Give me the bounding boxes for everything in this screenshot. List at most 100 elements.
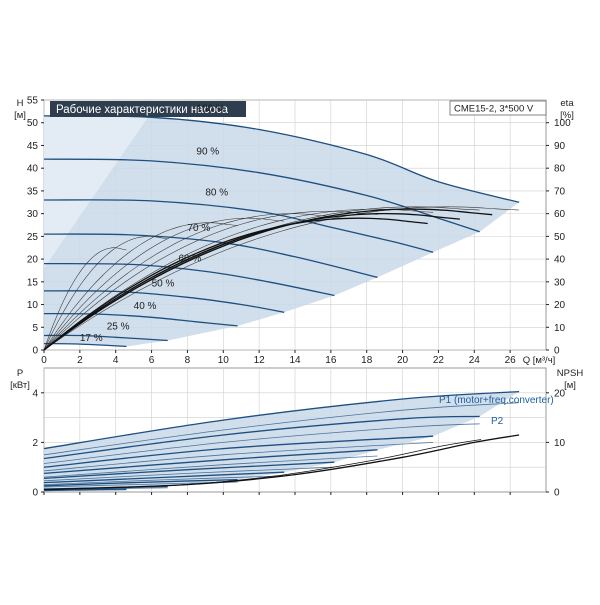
p2-curve-60 [43, 466, 335, 482]
eta-curve-100 [43, 206, 520, 351]
y-right-tick-label: 90 [554, 141, 566, 152]
y-right-tick-label: 0 [554, 346, 560, 357]
chart-title: Рабочие характеристики насоса [56, 104, 229, 116]
x-tick-label: 12 [254, 355, 266, 366]
eta-curve-50 [43, 217, 285, 351]
npsh-tick-label: 20 [554, 388, 566, 399]
speed-label: 90 % [196, 147, 219, 158]
y-right-tick-label: 50 [554, 232, 566, 243]
npsh-unit-label: [м] [564, 380, 576, 391]
p1-curve-40 [43, 478, 238, 487]
eta-curve-40 [43, 222, 238, 351]
y-right-tick-label: 10 [554, 323, 566, 334]
qh-curve-60 [43, 262, 335, 297]
p-axis-label: P [17, 368, 23, 379]
npsh-tick-label: 0 [554, 488, 560, 499]
x-tick-label: 0 [41, 355, 47, 366]
speed-label: 25 % [107, 322, 130, 333]
y-right-tick-label: 80 [554, 164, 566, 175]
y-right-tick-label: 70 [554, 186, 566, 197]
x-tick-label: 4 [113, 355, 119, 366]
p1-curve-80 [43, 435, 434, 468]
x-tick-label: 18 [361, 355, 373, 366]
p-tick-label: 0 [32, 488, 38, 499]
x-tick-label: 16 [325, 355, 337, 366]
y-left-axis-label: H [17, 98, 24, 109]
power-area [44, 391, 520, 491]
speed-label: 40 % [134, 301, 157, 312]
eta-curve-60 [43, 213, 335, 351]
npsh-tick-label: 10 [554, 438, 566, 449]
p2-curve-80 [43, 442, 434, 472]
y-left-tick-label: 20 [27, 255, 39, 266]
qh-curve-40 [43, 312, 238, 327]
y-left-tick-label: 35 [27, 186, 39, 197]
speed-label: 80 % [205, 187, 228, 198]
speed-label: 50 % [152, 278, 175, 289]
model-label: CME15-2, 3*500 V [454, 104, 534, 115]
x-tick-label: 14 [289, 355, 301, 366]
p2-curve-100 [43, 402, 520, 456]
x-tick-label: 22 [433, 355, 445, 366]
y-left-unit-label: [м] [14, 110, 26, 121]
x-tick-label: 6 [149, 355, 155, 366]
qh-curve-80 [43, 199, 434, 253]
y-right-tick-label: 60 [554, 209, 566, 220]
qh-curve-90 [43, 158, 480, 233]
p2-curve-17 [43, 489, 127, 492]
y-left-tick-label: 0 [32, 346, 38, 357]
p-tick-label: 2 [32, 438, 38, 449]
y-left-tick-label: 15 [27, 277, 39, 288]
speed-label: 70 % [187, 223, 210, 234]
legend-p2: P2 [491, 416, 504, 427]
p-unit-label: [кВт] [10, 380, 30, 391]
eta-curve-80 [43, 208, 434, 351]
x-tick-label: 8 [185, 355, 191, 366]
p1-curve-100 [43, 390, 520, 450]
model-box [449, 100, 547, 116]
y-right-tick-label: 20 [554, 300, 566, 311]
npsh-axis-label: NPSH [557, 368, 584, 379]
speed-label: 60 % [178, 253, 201, 264]
y-left-tick-label: 50 [27, 118, 39, 129]
npsh-curve-secondary [43, 439, 482, 491]
y-left-tick-label: 25 [27, 232, 39, 243]
eta-main-curve [43, 212, 460, 351]
p2-curve-50 [43, 475, 285, 485]
speed-label: 100 % [196, 103, 224, 114]
legend-p1: P1 (motor+freq.converter) [439, 395, 554, 406]
eta-curve-70 [43, 211, 378, 351]
p1-curve-90 [43, 415, 480, 460]
p1-curve-17 [43, 488, 127, 491]
qh-curve-50 [43, 290, 285, 313]
x-tick-label: 2 [77, 355, 83, 366]
p1-curve-70 [43, 449, 378, 475]
x-tick-label: 24 [469, 355, 481, 366]
x-tick-label: 10 [218, 355, 230, 366]
p-tick-label: 4 [32, 388, 38, 399]
y-right-tick-label: 40 [554, 255, 566, 266]
y-right-tick-label: 30 [554, 277, 566, 288]
y-left-tick-label: 30 [27, 209, 39, 220]
y-left-tick-label: 55 [27, 96, 39, 107]
p1-curve-60 [43, 461, 335, 480]
eta-curve-17 [43, 247, 127, 351]
y-left-tick-label: 5 [32, 323, 38, 334]
eta-main-curve [43, 217, 428, 351]
y-right-unit-label: [%] [560, 110, 574, 121]
eta-main-curve [43, 208, 493, 351]
p1-curve-50 [43, 471, 285, 484]
p2-curve-90 [43, 423, 480, 464]
y-right-axis-label: eta [560, 98, 574, 109]
eta-curve-25 [43, 236, 168, 351]
y-left-tick-label: 10 [27, 300, 39, 311]
speed-label: 17 % [80, 333, 103, 344]
x-tick-label: 20 [397, 355, 409, 366]
y-left-tick-label: 40 [27, 164, 39, 175]
title-box [50, 101, 246, 117]
x-tick-label: 26 [505, 355, 517, 366]
p2-curve-70 [43, 455, 378, 478]
y-left-tick-label: 45 [27, 141, 39, 152]
